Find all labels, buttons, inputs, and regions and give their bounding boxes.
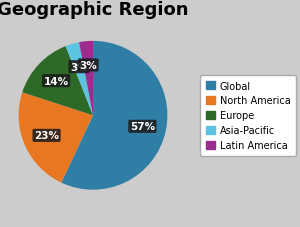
Legend: Global, North America, Europe, Asia-Pacific, Latin America: Global, North America, Europe, Asia-Paci… xyxy=(200,75,296,156)
Wedge shape xyxy=(22,47,93,116)
Title: Geographic Region: Geographic Region xyxy=(0,1,189,19)
Wedge shape xyxy=(79,42,93,116)
Wedge shape xyxy=(66,43,93,116)
Text: 23%: 23% xyxy=(34,131,59,141)
Wedge shape xyxy=(61,42,167,190)
Text: 3%: 3% xyxy=(70,62,88,72)
Text: 14%: 14% xyxy=(44,76,69,86)
Text: 57%: 57% xyxy=(130,122,155,132)
Text: 3%: 3% xyxy=(80,61,97,71)
Wedge shape xyxy=(19,93,93,183)
